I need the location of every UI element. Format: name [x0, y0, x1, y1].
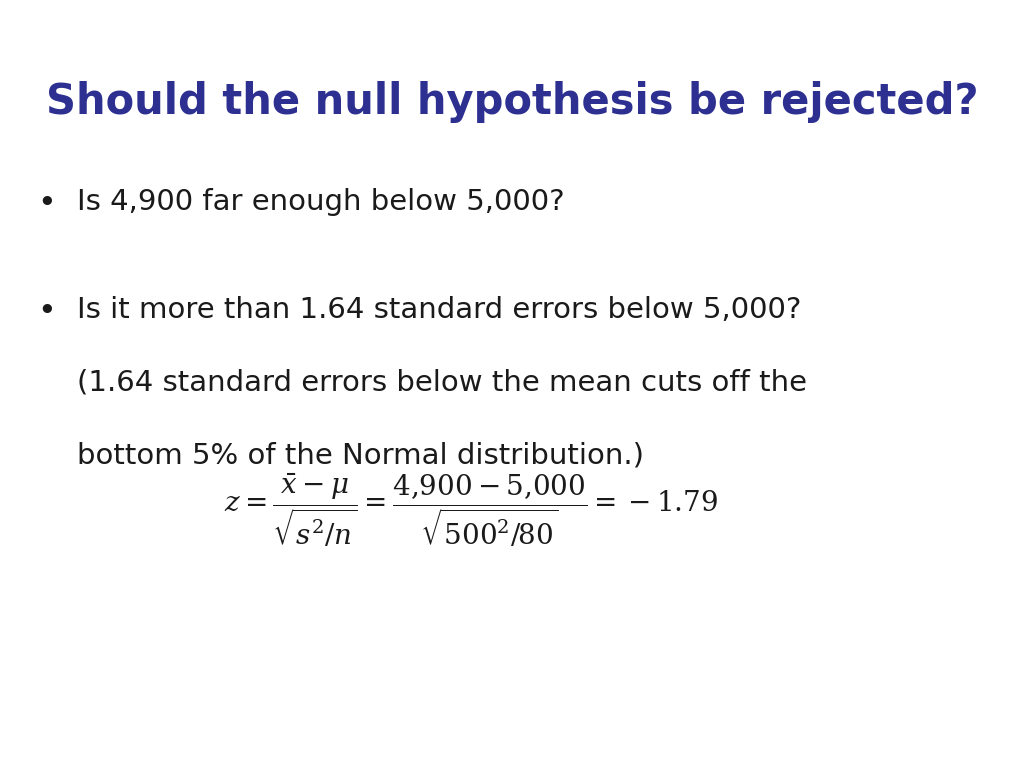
Text: (1.64 standard errors below the mean cuts off the: (1.64 standard errors below the mean cut… [77, 369, 807, 396]
Text: $z = \dfrac{\bar{x}-\mu}{\sqrt{s^2/n}} = \dfrac{4{,}900-5{,}000}{\sqrt{500^2/80}: $z = \dfrac{\bar{x}-\mu}{\sqrt{s^2/n}} =… [224, 472, 718, 549]
Text: •: • [38, 296, 56, 326]
Text: Is it more than 1.64 standard errors below 5,000?: Is it more than 1.64 standard errors bel… [77, 296, 801, 323]
Text: bottom 5% of the Normal distribution.): bottom 5% of the Normal distribution.) [77, 442, 644, 469]
Text: Should the null hypothesis be rejected?: Should the null hypothesis be rejected? [46, 81, 978, 123]
Text: Is 4,900 far enough below 5,000?: Is 4,900 far enough below 5,000? [77, 188, 564, 216]
Text: •: • [38, 188, 56, 219]
